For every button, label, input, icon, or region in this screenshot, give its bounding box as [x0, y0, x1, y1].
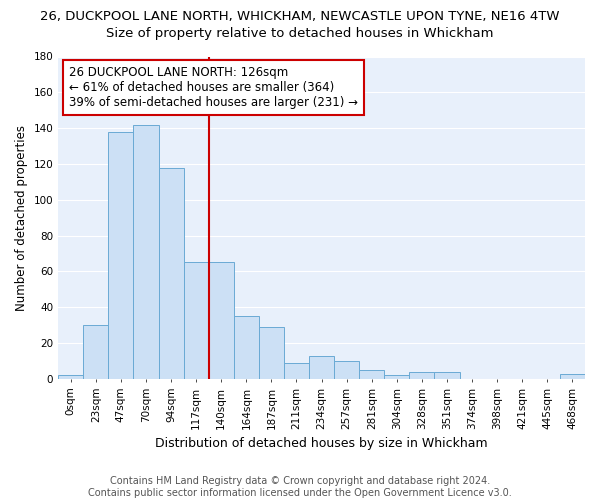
- Bar: [560, 374, 585, 379]
- Bar: [385, 376, 409, 379]
- Bar: [83, 325, 109, 379]
- Bar: [58, 376, 83, 379]
- Bar: [158, 168, 184, 379]
- Bar: [359, 370, 385, 379]
- Bar: [309, 356, 334, 379]
- Text: 26, DUCKPOOL LANE NORTH, WHICKHAM, NEWCASTLE UPON TYNE, NE16 4TW: 26, DUCKPOOL LANE NORTH, WHICKHAM, NEWCA…: [40, 10, 560, 23]
- Text: Size of property relative to detached houses in Whickham: Size of property relative to detached ho…: [106, 28, 494, 40]
- Bar: [109, 132, 133, 379]
- Bar: [409, 372, 434, 379]
- Y-axis label: Number of detached properties: Number of detached properties: [15, 124, 28, 310]
- Bar: [284, 363, 309, 379]
- Bar: [209, 262, 234, 379]
- Bar: [184, 262, 209, 379]
- Bar: [133, 124, 158, 379]
- X-axis label: Distribution of detached houses by size in Whickham: Distribution of detached houses by size …: [155, 437, 488, 450]
- Bar: [259, 327, 284, 379]
- Bar: [434, 372, 460, 379]
- Bar: [234, 316, 259, 379]
- Text: Contains HM Land Registry data © Crown copyright and database right 2024.
Contai: Contains HM Land Registry data © Crown c…: [88, 476, 512, 498]
- Text: 26 DUCKPOOL LANE NORTH: 126sqm
← 61% of detached houses are smaller (364)
39% of: 26 DUCKPOOL LANE NORTH: 126sqm ← 61% of …: [69, 66, 358, 109]
- Bar: [334, 361, 359, 379]
